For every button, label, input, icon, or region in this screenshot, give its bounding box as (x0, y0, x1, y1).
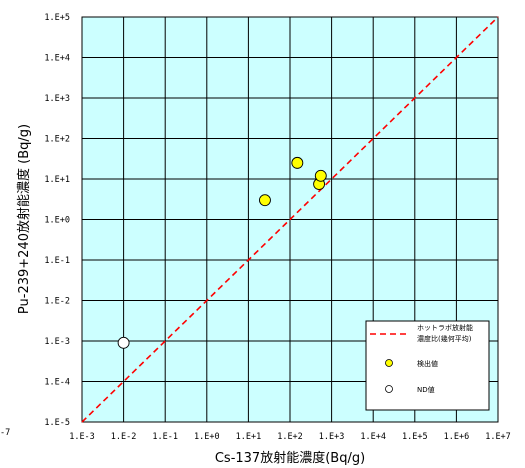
stray-tick-fragment: -7 (0, 428, 10, 438)
y-tick-label: 1.E-4 (44, 378, 70, 388)
legend-line-label-1: ホットラボ放射能 (417, 323, 473, 332)
detected-point (291, 156, 304, 169)
y-tick-labels: 1.E-5 1.E-4 1.E-3 1.E-2 1.E-1 1.E+0 1.E+1 1.E+2… (44, 13, 70, 428)
x-tick-label: 1.E+3 (319, 432, 345, 442)
ratio-line (81, 16, 499, 423)
x-tick-label: 1.E+0 (194, 432, 220, 442)
x-tick-label: 1.E+2 (277, 432, 303, 442)
detected-point (259, 194, 271, 207)
y-tick-label: 1.E-5 (44, 418, 70, 428)
y-tick-label: 1.E+3 (44, 94, 70, 104)
y-tick-label: 1.E-1 (44, 256, 70, 266)
legend: ホットラボ放射能 濃度比(幾何平均) 検出値 ND値 (365, 320, 490, 411)
detected-point (314, 169, 327, 182)
x-tick-labels: 1.E-3 1.E-2 1.E-1 1.E+0 1.E+1 1.E+2 1.E+3 1.E+4… (69, 432, 511, 442)
x-tick-label: 1.E-3 (69, 432, 95, 442)
x-tick-label: 1.E-2 (111, 432, 137, 442)
x-tick-label: 1.E+7 (485, 432, 511, 442)
legend-nd-label: ND値 (417, 385, 435, 394)
nd-point (117, 336, 130, 349)
series-layer (81, 16, 499, 423)
y-tick-label: 1.E+1 (44, 175, 70, 185)
y-tick-label: 1.E+4 (44, 54, 70, 64)
y-axis-label: Pu-239+240放射能濃度 (Bq/g) (16, 124, 32, 314)
y-tick-label: 1.E+2 (44, 135, 70, 145)
y-tick-label: 1.E+5 (44, 13, 70, 23)
legend-detected-marker (385, 359, 393, 367)
x-axis-label: Cs-137放射能濃度(Bq/g) (215, 450, 365, 466)
x-tick-label: 1.E+5 (402, 432, 428, 442)
legend-detected-label: 検出値 (417, 359, 438, 368)
legend-line-label-2: 濃度比(幾何平均) (417, 334, 472, 343)
x-tick-label: 1.E+6 (444, 432, 470, 442)
y-tick-label: 1.E-2 (44, 297, 70, 307)
x-tick-label: 1.E-1 (152, 432, 178, 442)
x-tick-label: 1.E+1 (236, 432, 262, 442)
y-tick-label: 1.E+0 (44, 216, 70, 226)
x-tick-label: 1.E+4 (360, 432, 386, 442)
y-tick-label: 1.E-3 (44, 337, 70, 347)
legend-nd-marker (385, 385, 393, 393)
